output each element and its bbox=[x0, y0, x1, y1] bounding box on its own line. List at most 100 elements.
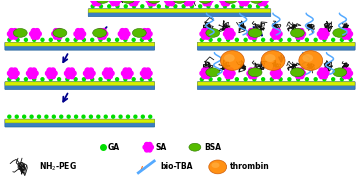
FancyBboxPatch shape bbox=[89, 9, 271, 12]
Ellipse shape bbox=[291, 29, 304, 37]
Circle shape bbox=[341, 38, 343, 41]
Circle shape bbox=[66, 78, 69, 81]
Circle shape bbox=[349, 78, 352, 81]
Circle shape bbox=[257, 5, 260, 8]
Circle shape bbox=[89, 115, 93, 118]
Circle shape bbox=[134, 115, 137, 118]
Circle shape bbox=[52, 115, 55, 118]
Circle shape bbox=[224, 71, 228, 76]
Circle shape bbox=[52, 31, 57, 36]
Circle shape bbox=[99, 38, 102, 41]
Circle shape bbox=[294, 31, 299, 36]
Circle shape bbox=[45, 71, 50, 76]
Circle shape bbox=[188, 1, 193, 6]
Circle shape bbox=[10, 31, 17, 37]
Circle shape bbox=[209, 38, 212, 41]
Circle shape bbox=[226, 70, 233, 76]
Circle shape bbox=[98, 0, 103, 3]
Circle shape bbox=[275, 29, 280, 33]
Ellipse shape bbox=[333, 29, 347, 37]
Circle shape bbox=[299, 74, 304, 79]
Circle shape bbox=[200, 71, 205, 76]
Circle shape bbox=[35, 34, 40, 39]
Circle shape bbox=[74, 78, 77, 81]
Circle shape bbox=[107, 78, 110, 81]
Circle shape bbox=[296, 74, 301, 79]
Circle shape bbox=[13, 34, 17, 39]
Ellipse shape bbox=[206, 29, 220, 37]
Circle shape bbox=[71, 71, 76, 76]
Circle shape bbox=[104, 74, 109, 79]
Ellipse shape bbox=[93, 29, 107, 37]
Circle shape bbox=[166, 1, 171, 6]
Circle shape bbox=[29, 70, 35, 76]
Circle shape bbox=[33, 38, 36, 41]
Circle shape bbox=[141, 5, 144, 8]
Circle shape bbox=[170, 1, 175, 6]
Circle shape bbox=[149, 115, 152, 118]
Circle shape bbox=[314, 38, 317, 41]
Circle shape bbox=[185, 1, 189, 6]
FancyBboxPatch shape bbox=[197, 42, 355, 50]
Circle shape bbox=[270, 31, 275, 36]
Circle shape bbox=[132, 5, 135, 8]
Circle shape bbox=[54, 29, 58, 33]
Circle shape bbox=[140, 78, 143, 81]
Circle shape bbox=[109, 0, 114, 3]
Circle shape bbox=[272, 29, 277, 33]
Circle shape bbox=[35, 29, 40, 33]
Circle shape bbox=[9, 29, 14, 33]
Circle shape bbox=[54, 34, 58, 39]
Circle shape bbox=[9, 68, 14, 73]
Circle shape bbox=[275, 34, 280, 39]
Circle shape bbox=[296, 29, 301, 33]
Circle shape bbox=[145, 68, 150, 73]
Circle shape bbox=[225, 29, 230, 33]
Circle shape bbox=[305, 78, 309, 81]
Circle shape bbox=[107, 38, 110, 41]
Ellipse shape bbox=[132, 29, 146, 37]
Circle shape bbox=[319, 29, 324, 33]
Circle shape bbox=[151, 1, 156, 6]
Ellipse shape bbox=[173, 0, 186, 3]
Circle shape bbox=[149, 5, 152, 8]
Circle shape bbox=[241, 0, 247, 4]
Circle shape bbox=[99, 31, 105, 37]
Circle shape bbox=[112, 0, 118, 4]
Circle shape bbox=[243, 1, 248, 6]
Circle shape bbox=[145, 34, 150, 39]
Circle shape bbox=[15, 115, 18, 118]
Circle shape bbox=[119, 115, 122, 118]
Circle shape bbox=[272, 68, 277, 73]
Circle shape bbox=[244, 78, 247, 81]
Circle shape bbox=[142, 29, 147, 33]
Circle shape bbox=[48, 70, 54, 76]
Circle shape bbox=[201, 38, 203, 41]
Circle shape bbox=[270, 38, 273, 41]
Text: SA: SA bbox=[155, 143, 166, 152]
Circle shape bbox=[240, 5, 243, 8]
Circle shape bbox=[343, 70, 350, 76]
Circle shape bbox=[341, 71, 346, 76]
Circle shape bbox=[224, 5, 226, 8]
Circle shape bbox=[288, 38, 291, 41]
Circle shape bbox=[229, 34, 233, 39]
Circle shape bbox=[209, 78, 212, 81]
Circle shape bbox=[205, 74, 210, 79]
Circle shape bbox=[346, 68, 351, 73]
Circle shape bbox=[98, 29, 103, 33]
Circle shape bbox=[225, 34, 230, 39]
Circle shape bbox=[33, 78, 36, 81]
Circle shape bbox=[314, 78, 317, 81]
Circle shape bbox=[14, 71, 19, 76]
Circle shape bbox=[262, 78, 265, 81]
Circle shape bbox=[279, 38, 282, 41]
Circle shape bbox=[126, 68, 131, 73]
Circle shape bbox=[134, 0, 139, 3]
Ellipse shape bbox=[299, 51, 323, 70]
Circle shape bbox=[288, 78, 291, 81]
Circle shape bbox=[167, 0, 174, 4]
Circle shape bbox=[257, 0, 261, 3]
Circle shape bbox=[149, 145, 153, 149]
Circle shape bbox=[299, 68, 304, 73]
